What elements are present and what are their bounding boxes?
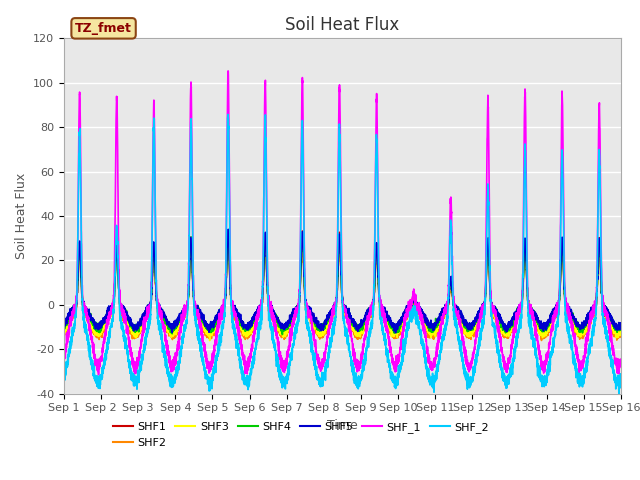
SHF_1: [60, 355, 68, 361]
SHF4: [278, 332, 286, 337]
SHF_1: [468, 363, 476, 369]
SHF1: [616, 325, 624, 331]
SHF1: [617, 327, 625, 333]
SHF4: [60, 323, 68, 328]
SHF1: [60, 325, 68, 331]
SHF2: [160, 319, 168, 324]
SHF4: [436, 315, 444, 321]
Legend: SHF1, SHF2, SHF3, SHF4, SHF5, SHF_1, SHF_2: SHF1, SHF2, SHF3, SHF4, SHF5, SHF_1, SHF…: [109, 418, 493, 452]
SHF2: [616, 334, 624, 339]
SHF2: [467, 333, 475, 338]
SHF3: [60, 326, 68, 332]
SHF_1: [499, 355, 507, 360]
SHF5: [616, 320, 624, 326]
SHF_2: [616, 378, 624, 384]
SHF2: [60, 331, 68, 337]
SHF5: [60, 322, 68, 327]
SHF1: [161, 317, 168, 323]
SHF1: [436, 315, 444, 321]
SHF_2: [160, 351, 168, 357]
SHF1: [94, 334, 102, 340]
SHF4: [468, 324, 476, 329]
SHF5: [617, 324, 625, 330]
SHF1: [499, 330, 507, 336]
SHF_1: [95, 372, 102, 378]
SHF3: [322, 325, 330, 331]
X-axis label: Time: Time: [327, 419, 358, 432]
SHF2: [538, 337, 545, 343]
SHF2: [322, 323, 330, 329]
Title: Soil Heat Flux: Soil Heat Flux: [285, 16, 399, 34]
SHF5: [468, 324, 476, 329]
Line: SHF3: SHF3: [64, 238, 621, 341]
Line: SHF2: SHF2: [64, 243, 621, 340]
SHF2: [617, 332, 625, 338]
SHF_2: [499, 373, 507, 379]
SHF3: [206, 338, 214, 344]
SHF_1: [617, 357, 625, 363]
SHF_1: [436, 331, 444, 336]
Line: SHF1: SHF1: [64, 231, 621, 337]
SHF5: [436, 312, 444, 318]
SHF3: [499, 327, 507, 333]
SHF3: [436, 320, 444, 326]
SHF3: [468, 330, 476, 336]
SHF_1: [161, 328, 168, 334]
SHF1: [298, 228, 306, 234]
SHF3: [160, 315, 168, 321]
SHF4: [616, 326, 624, 332]
SHF5: [392, 330, 399, 336]
SHF_1: [322, 347, 330, 352]
SHF1: [468, 329, 476, 335]
SHF_2: [436, 350, 444, 356]
Line: SHF_1: SHF_1: [64, 71, 621, 375]
SHF3: [224, 235, 232, 240]
SHF2: [436, 320, 444, 325]
SHF2: [499, 327, 507, 333]
SHF3: [617, 331, 625, 337]
SHF3: [616, 331, 624, 337]
SHF5: [225, 227, 232, 232]
SHF_2: [322, 368, 330, 374]
SHF_1: [224, 68, 232, 74]
SHF4: [224, 233, 232, 239]
SHF_2: [617, 372, 625, 377]
SHF1: [322, 325, 330, 331]
SHF5: [160, 313, 168, 319]
SHF2: [225, 240, 232, 246]
SHF4: [617, 324, 625, 330]
SHF4: [322, 319, 330, 325]
SHF_2: [60, 373, 68, 379]
SHF4: [499, 322, 507, 328]
SHF_2: [615, 391, 623, 396]
Text: TZ_fmet: TZ_fmet: [75, 22, 132, 35]
SHF4: [160, 313, 168, 319]
SHF_2: [467, 376, 475, 382]
Line: SHF_2: SHF_2: [64, 114, 621, 394]
SHF5: [499, 324, 507, 330]
SHF_1: [616, 356, 624, 362]
SHF5: [322, 321, 330, 326]
Line: SHF4: SHF4: [64, 236, 621, 335]
SHF_2: [224, 111, 232, 117]
Line: SHF5: SHF5: [64, 229, 621, 333]
Y-axis label: Soil Heat Flux: Soil Heat Flux: [15, 173, 28, 259]
